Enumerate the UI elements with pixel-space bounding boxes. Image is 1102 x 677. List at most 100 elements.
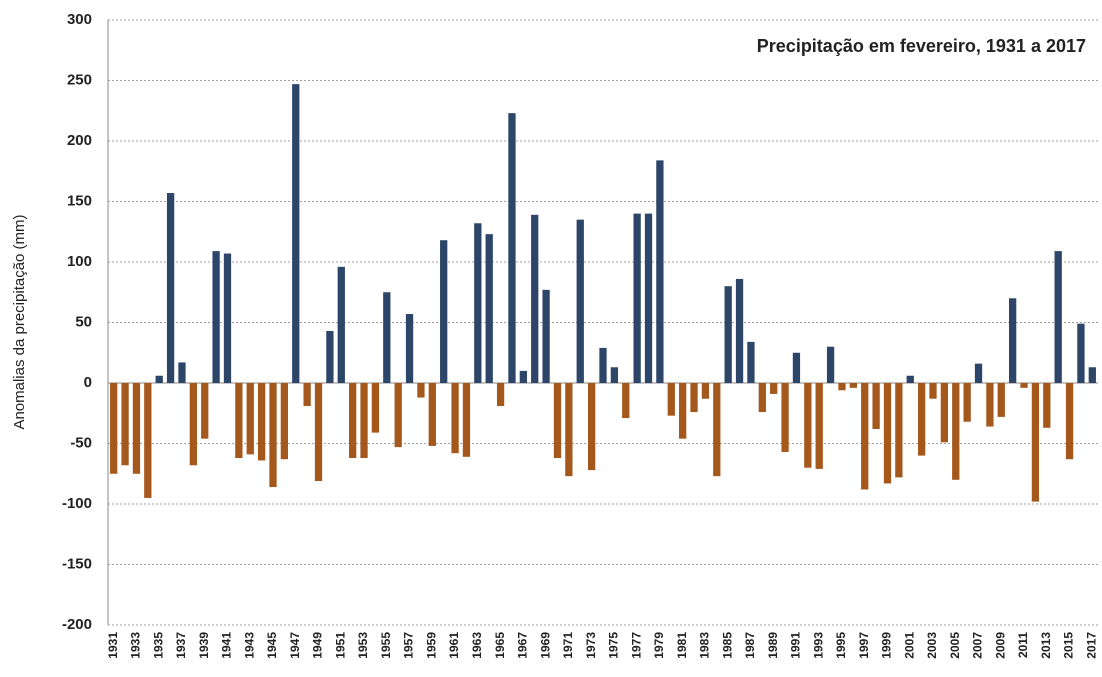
x-tick-label: 1989 xyxy=(766,632,780,659)
x-tick-label: 1971 xyxy=(561,632,575,659)
x-tick-label: 2003 xyxy=(925,632,939,659)
x-tick-label: 1979 xyxy=(652,632,666,659)
x-tick-label: 1933 xyxy=(129,632,143,659)
x-tick-label: 1945 xyxy=(265,632,279,659)
bar xyxy=(792,352,801,383)
bar xyxy=(462,383,471,457)
bar xyxy=(189,383,197,466)
bar xyxy=(667,383,675,416)
y-tick-label: 0 xyxy=(84,374,92,391)
x-tick-label: 1953 xyxy=(356,632,370,659)
bar xyxy=(656,160,664,383)
bar xyxy=(519,370,527,383)
bar xyxy=(235,383,243,459)
bar xyxy=(758,383,766,413)
bar xyxy=(257,383,266,461)
bar xyxy=(314,383,323,482)
bar xyxy=(883,383,892,484)
bar xyxy=(906,375,914,383)
bar xyxy=(508,113,516,384)
bar xyxy=(1088,367,1096,383)
bar xyxy=(451,383,459,454)
y-tick-label: 50 xyxy=(75,313,92,330)
bar xyxy=(1020,383,1028,388)
bar xyxy=(360,383,368,459)
bar xyxy=(872,383,880,429)
bar xyxy=(428,383,436,446)
bar xyxy=(542,289,550,383)
x-tick-label: 1995 xyxy=(834,632,848,659)
x-tick-label: 1983 xyxy=(698,632,712,659)
bar xyxy=(110,383,118,474)
bar xyxy=(587,383,596,471)
bar xyxy=(132,383,141,474)
bar xyxy=(280,383,289,460)
x-tick-label: 1963 xyxy=(470,632,484,659)
bar xyxy=(724,286,732,383)
x-tick-label: 2005 xyxy=(948,632,962,659)
bar xyxy=(326,330,334,383)
bar xyxy=(144,383,152,498)
y-tick-label: 250 xyxy=(67,71,92,88)
x-tick-label: 1955 xyxy=(379,632,393,659)
bar xyxy=(394,383,402,448)
bar xyxy=(929,383,937,399)
bar xyxy=(178,362,186,383)
bar xyxy=(815,383,823,469)
x-tick-label: 2001 xyxy=(902,632,916,659)
x-tick-label: 1997 xyxy=(857,632,871,659)
x-tick-label: 1949 xyxy=(311,632,325,659)
y-tick-label: -50 xyxy=(70,434,92,451)
bar xyxy=(781,383,789,452)
bar xyxy=(1054,251,1062,383)
bar xyxy=(1065,383,1074,460)
x-tick-label: 1941 xyxy=(220,632,234,659)
x-tick-label: 1969 xyxy=(538,632,552,659)
x-tick-label: 1977 xyxy=(629,632,643,659)
bar xyxy=(383,292,391,383)
bar xyxy=(838,383,846,391)
x-tick-label: 1947 xyxy=(288,632,302,659)
bar xyxy=(565,383,573,477)
bar xyxy=(121,383,129,466)
bar xyxy=(690,383,698,413)
x-tick-label: 1985 xyxy=(720,632,734,659)
bar xyxy=(223,253,232,383)
y-tick-label: -200 xyxy=(62,616,92,633)
bar xyxy=(747,341,755,383)
bar xyxy=(804,383,812,468)
y-tick-label: 150 xyxy=(67,192,92,209)
bar xyxy=(337,266,345,383)
bar xyxy=(155,375,163,383)
x-tick-label: 1987 xyxy=(743,632,757,659)
y-tick-label: 100 xyxy=(67,253,92,270)
bar xyxy=(1009,298,1017,383)
bar xyxy=(701,383,710,399)
x-tick-label: 1961 xyxy=(447,632,461,659)
x-tick-label: 2007 xyxy=(971,632,985,659)
x-tick-label: 1999 xyxy=(880,632,894,659)
x-tick-label: 1981 xyxy=(675,632,689,659)
bar xyxy=(599,347,607,383)
x-tick-label: 2015 xyxy=(1062,632,1076,659)
bar xyxy=(963,383,971,422)
bar xyxy=(1043,383,1051,428)
bar xyxy=(166,193,175,383)
y-tick-label: 200 xyxy=(67,132,92,149)
x-tick-label: 1943 xyxy=(242,632,256,659)
bar xyxy=(212,251,220,383)
bar xyxy=(997,383,1005,417)
bar xyxy=(826,346,835,383)
bar xyxy=(940,383,949,443)
bar xyxy=(531,214,539,383)
bar xyxy=(201,383,209,439)
bar xyxy=(474,223,482,383)
bar xyxy=(292,84,300,383)
x-tick-label: 1967 xyxy=(516,632,530,659)
bar xyxy=(303,383,311,406)
x-tick-label: 1993 xyxy=(811,632,825,659)
x-tick-label: 1973 xyxy=(584,632,598,659)
x-tick-label: 1935 xyxy=(151,632,165,659)
x-tick-label: 2013 xyxy=(1039,632,1053,659)
